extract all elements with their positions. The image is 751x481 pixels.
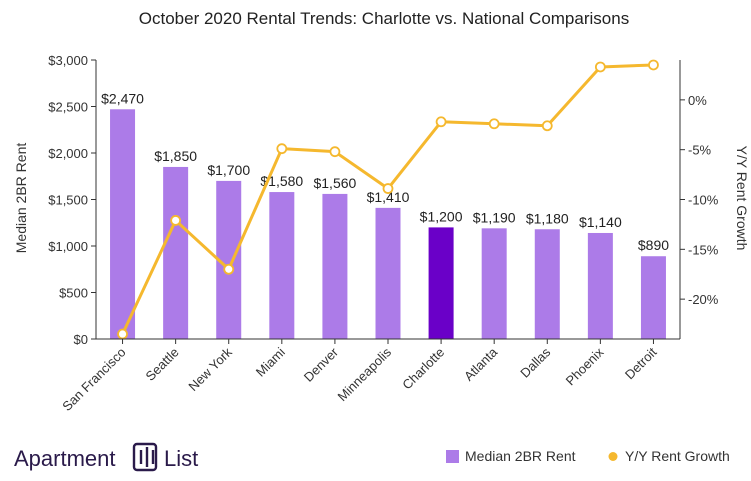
line-series bbox=[117, 59, 659, 340]
bar-series bbox=[110, 109, 666, 339]
y-axis-left-ticks: $0 $500 $1,000 $1,500 $2,000 $2,500 $3,000 bbox=[48, 53, 96, 347]
legend-label-growth: Y/Y Rent Growth bbox=[625, 448, 730, 464]
bar-minneapolis bbox=[375, 207, 401, 339]
x-tick-label: Detroit bbox=[622, 344, 660, 382]
y-axis-right-label: Y/Y Rent Growth bbox=[734, 146, 750, 251]
x-tick-label: Dallas bbox=[517, 344, 554, 381]
legend-label-rent: Median 2BR Rent bbox=[465, 448, 576, 464]
bar-data-label: $1,700 bbox=[207, 162, 250, 178]
bar-data-label: $1,850 bbox=[154, 148, 197, 164]
legend-swatch-growth bbox=[608, 452, 618, 461]
bar-data-label: $1,580 bbox=[260, 173, 303, 189]
bar-data-label: $1,410 bbox=[367, 189, 410, 205]
y-left-tick-label: $1,500 bbox=[48, 193, 88, 208]
x-tick-label: Denver bbox=[301, 344, 342, 385]
y-left-tick-label: $500 bbox=[59, 286, 88, 301]
y-left-tick-label: $1,000 bbox=[48, 239, 88, 254]
growth-point bbox=[276, 143, 288, 155]
apartment-list-logo: Apartment List bbox=[14, 442, 198, 472]
y-left-tick-label: $2,000 bbox=[48, 146, 88, 161]
legend: Median 2BR Rent Y/Y Rent Growth bbox=[446, 448, 730, 464]
growth-point bbox=[329, 146, 341, 158]
bar-charlotte bbox=[428, 227, 454, 339]
x-tick-label: Minneapolis bbox=[334, 344, 394, 404]
growth-point bbox=[382, 183, 394, 194]
y-axis-left-label: Median 2BR Rent bbox=[13, 143, 29, 254]
bar-denver bbox=[322, 193, 348, 339]
growth-point bbox=[541, 120, 553, 132]
y-right-tick-label: -5% bbox=[688, 143, 712, 158]
x-tick-label: Phoenix bbox=[563, 344, 607, 388]
bar-data-label: $1,200 bbox=[420, 208, 463, 224]
x-tick-label: Charlotte bbox=[399, 345, 447, 393]
chart-title: October 2020 Rental Trends: Charlotte vs… bbox=[139, 9, 629, 28]
bar-data-label: $1,180 bbox=[526, 210, 569, 226]
growth-point bbox=[170, 215, 182, 226]
x-tick-label: San Francisco bbox=[59, 345, 128, 414]
bar-miami bbox=[269, 192, 295, 339]
bar-san-francisco bbox=[110, 109, 136, 339]
y-right-tick-label: -20% bbox=[688, 292, 719, 307]
bar-seattle bbox=[163, 166, 189, 339]
brand-name-part1: Apartment bbox=[14, 446, 116, 471]
growth-point bbox=[435, 116, 447, 128]
bar-data-label: $1,140 bbox=[579, 214, 622, 230]
apartment-list-logo-icon bbox=[132, 442, 158, 472]
y-left-tick-label: $3,000 bbox=[48, 53, 88, 68]
bar-phoenix bbox=[587, 232, 613, 339]
growth-point bbox=[117, 328, 128, 340]
brand-name-part2: List bbox=[164, 446, 198, 471]
y-left-tick-label: $0 bbox=[74, 332, 88, 347]
x-tick-label: Miami bbox=[253, 344, 288, 379]
x-tick-label: Atlanta bbox=[461, 344, 501, 384]
y-right-tick-label: -15% bbox=[688, 242, 719, 257]
growth-point bbox=[223, 263, 235, 275]
y-left-tick-label: $2,500 bbox=[48, 100, 88, 115]
bar-data-label: $1,560 bbox=[313, 175, 356, 191]
x-tick-label: Seattle bbox=[143, 345, 182, 384]
bar-dallas bbox=[534, 229, 560, 339]
y-axis-right-ticks: 0% -5% -10% -15% -20% bbox=[680, 93, 719, 307]
y-right-tick-label: 0% bbox=[688, 93, 707, 108]
bar-data-label: $2,470 bbox=[101, 90, 144, 106]
bar-data-label: $1,190 bbox=[473, 209, 516, 225]
bar-detroit bbox=[640, 256, 666, 339]
x-tick-label: New York bbox=[185, 344, 235, 394]
bar-atlanta bbox=[481, 228, 507, 339]
bar-data-labels: $2,470 $1,850 $1,700 $1,580 $1,560 $1,410 $1,2… bbox=[101, 90, 669, 253]
y-right-tick-label: -10% bbox=[688, 193, 719, 208]
growth-point bbox=[648, 59, 659, 71]
growth-point bbox=[594, 61, 606, 73]
legend-swatch-rent bbox=[446, 450, 459, 463]
growth-point bbox=[488, 118, 500, 130]
bar-data-label: $890 bbox=[638, 237, 669, 253]
x-axis-ticks: San Francisco Seattle New York Miami DenverM… bbox=[59, 339, 660, 414]
